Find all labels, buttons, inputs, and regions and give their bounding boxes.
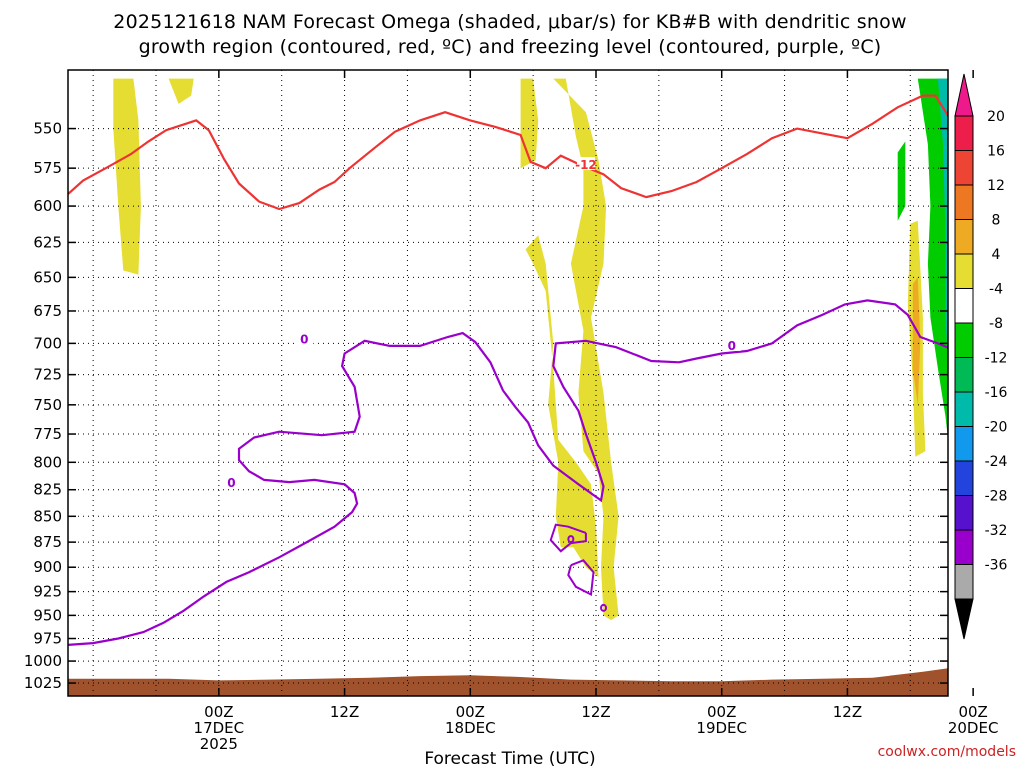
colorbar-segment-11 xyxy=(954,495,974,531)
x-tick-label-25-1: 12Z xyxy=(833,703,862,721)
y-tick-label-950: 950 xyxy=(33,606,62,624)
gridlines xyxy=(68,70,948,696)
omega-shade-green-b xyxy=(897,141,906,221)
colorbar-label-12: -32 xyxy=(985,523,1008,539)
omega-shade-yellow-a xyxy=(113,78,141,275)
colorbar-label-9: -20 xyxy=(985,420,1008,436)
colorbar-segment-6 xyxy=(954,322,974,358)
dgz-contour-label: -12 xyxy=(575,158,597,172)
x-tick-label-20-2: 19DEC xyxy=(696,719,747,737)
colorbar-label-5: -4 xyxy=(989,282,1003,298)
colorbar-top-arrow xyxy=(954,73,974,117)
y-tick-label-700: 700 xyxy=(33,334,62,352)
freezing-contour-label-c: 0 xyxy=(728,339,736,353)
colorbar-label-2: 12 xyxy=(987,178,1005,194)
colorbar-segment-3 xyxy=(954,219,974,255)
colorbar-segment-2 xyxy=(954,184,974,220)
colorbar-label-7: -12 xyxy=(985,351,1008,367)
y-tick-label-900: 900 xyxy=(33,558,62,576)
y-tick-label-725: 725 xyxy=(33,366,62,384)
y-axis: 550 575 600 625 650 675 700 725 750 775 800 825 850 8… xyxy=(24,120,948,692)
y-tick-label-975: 975 xyxy=(33,630,62,648)
freezing-contour-label-b: 0 xyxy=(227,476,235,490)
x-tick-label-15-1: 12Z xyxy=(581,703,610,721)
colorbar-label-11: -28 xyxy=(985,489,1008,505)
x-tick-label-30-2: 20DEC xyxy=(948,719,999,737)
x-tick-label-5-1: 12Z xyxy=(330,703,359,721)
y-tick-label-875: 875 xyxy=(33,533,62,551)
colorbar-segment-4 xyxy=(954,253,974,289)
omega-shade-grey xyxy=(974,411,980,537)
y-tick-label-575: 575 xyxy=(33,159,62,177)
colorbar-label-6: -8 xyxy=(989,316,1003,332)
x-tick-label-10-2: 18DEC xyxy=(445,719,496,737)
y-tick-label-825: 825 xyxy=(33,481,62,499)
colorbar-bottom-arrow xyxy=(954,598,974,640)
colorbar-segment-1 xyxy=(954,150,974,186)
y-tick-label-925: 925 xyxy=(33,583,62,601)
y-tick-label-800: 800 xyxy=(33,453,62,471)
colorbar-segment-0 xyxy=(954,115,974,151)
dgz-contour-label-bg xyxy=(576,157,595,171)
colorbar-segment-8 xyxy=(954,391,974,427)
credit-text: coolwx.com/models xyxy=(878,744,1016,760)
colorbar-label-8: -16 xyxy=(985,385,1008,401)
colorbar-label-13: -36 xyxy=(985,558,1008,574)
y-tick-label-550: 550 xyxy=(33,120,62,138)
x-axis-title: Forecast Time (UTC) xyxy=(424,749,595,768)
x-tick-label-30-1: 00Z xyxy=(958,703,987,721)
colorbar-segment-9 xyxy=(954,426,974,462)
y-tick-label-775: 775 xyxy=(33,425,62,443)
colorbar-segment-7 xyxy=(954,357,974,393)
colorbar-segment-13 xyxy=(954,564,974,600)
colorbar-segment-5 xyxy=(954,288,974,324)
freezing-level-contour xyxy=(68,299,948,646)
x-tick-label-0-1: 00Z xyxy=(204,703,233,721)
x-tick-label-20-1: 00Z xyxy=(707,703,736,721)
omega-shade-yellow-b xyxy=(168,78,194,104)
y-tick-label-850: 850 xyxy=(33,507,62,525)
freezing-level-contour-small-a xyxy=(549,523,587,553)
omega-shade-teal xyxy=(937,78,948,369)
freezing-level-dot-a xyxy=(567,535,575,544)
y-tick-label-1000: 1000 xyxy=(24,652,62,670)
freezing-level-dot-b xyxy=(600,603,608,612)
plot-frame xyxy=(67,69,949,697)
terrain-layer xyxy=(68,668,948,696)
omega-shade-orange xyxy=(912,277,921,405)
x-tick-label-0-2: 17DEC xyxy=(194,719,245,737)
omega-shade-green-c xyxy=(1003,79,1021,250)
dgz-minus12-contour xyxy=(68,94,948,211)
y-tick-label-675: 675 xyxy=(33,302,62,320)
chart-title-line2: growth region (contoured, red, ºC) and f… xyxy=(139,36,882,58)
omega-shade-yellow-e xyxy=(525,235,599,578)
x-tick-label-10-1: 00Z xyxy=(456,703,485,721)
colorbar-segment-12 xyxy=(954,529,974,565)
x-tick-label-0-3: 2025 xyxy=(200,735,238,753)
colorbar-label-10: -24 xyxy=(985,454,1008,470)
y-tick-label-600: 600 xyxy=(33,197,62,215)
terrain-fill xyxy=(68,668,948,696)
y-tick-label-1025: 1025 xyxy=(24,674,62,692)
freezing-contour-label-b-bg xyxy=(222,475,241,489)
freezing-contour-label-a: 0 xyxy=(300,333,308,347)
freezing-contour-label-a-bg xyxy=(295,331,314,345)
freezing-contour-label-c-bg xyxy=(722,337,741,351)
colorbar: 20 16 12 8 4 -4 -8 -12 -16 -20 -24 -28 -32 -36 xyxy=(954,73,1008,640)
y-tick-label-625: 625 xyxy=(33,233,62,251)
freezing-level-contour-small-b xyxy=(567,559,595,597)
colorbar-label-4: 4 xyxy=(992,247,1001,263)
y-tick-label-650: 650 xyxy=(33,268,62,286)
chart-title-line1: 2025121618 NAM Forecast Omega (shaded, μ… xyxy=(113,11,906,33)
colorbar-label-1: 16 xyxy=(987,144,1005,160)
y-tick-label-750: 750 xyxy=(33,396,62,414)
colorbar-label-0: 20 xyxy=(987,109,1005,125)
colorbar-label-3: 8 xyxy=(992,213,1001,229)
plot-area-background xyxy=(68,70,948,696)
colorbar-segment-10 xyxy=(954,460,974,496)
